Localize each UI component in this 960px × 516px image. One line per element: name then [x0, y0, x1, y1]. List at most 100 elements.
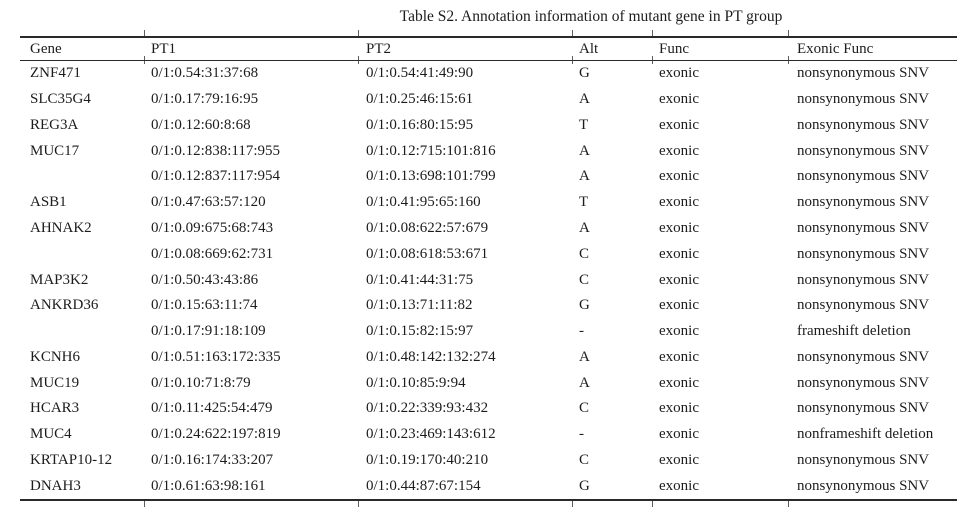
- table-header-row: Gene PT1 PT2 Alt Func Exonic Func: [20, 36, 957, 61]
- table-cell: exonic: [659, 142, 699, 159]
- column-divider-tick: [788, 30, 789, 38]
- table-row: 0/1:0.12:837:117:954 0/1:0.13:698:101:799…: [20, 164, 957, 190]
- table-cell: 0/1:0.12:837:117:954: [151, 168, 281, 185]
- table-cell: exonic: [659, 400, 699, 417]
- table-cell: 0/1:0.54:31:37:68: [151, 65, 259, 82]
- column-divider-tick: [572, 30, 573, 38]
- table-cell: exonic: [659, 426, 699, 443]
- table-cell: 0/1:0.10:85:9:94: [366, 374, 466, 391]
- table-cell: 0/1:0.16:80:15:95: [366, 116, 474, 133]
- table-cell: 0/1:0.44:87:67:154: [366, 477, 481, 494]
- table-row: SLC35G4 0/1:0.17:79:16:95 0/1:0.25:46:15:6…: [20, 87, 957, 113]
- table-cell: 0/1:0.15:63:11:74: [151, 297, 258, 314]
- table-cell: REG3A: [30, 116, 79, 133]
- table-cell: 0/1:0.09:675:68:743: [151, 219, 274, 236]
- column-header: Func: [659, 40, 689, 57]
- table-cell: 0/1:0.08:622:57:679: [366, 219, 489, 236]
- table-cell: exonic: [659, 323, 699, 340]
- table-cell: nonsynonymous SNV: [797, 245, 930, 262]
- table-cell: 0/1:0.10:71:8:79: [151, 374, 251, 391]
- table-cell: 0/1:0.48:142:132:274: [366, 348, 496, 365]
- table-cell: T: [579, 194, 589, 211]
- table-cell: exonic: [659, 451, 699, 468]
- table-cell: exonic: [659, 348, 699, 365]
- table-cell: 0/1:0.17:91:18:109: [151, 323, 266, 340]
- table-cell: T: [579, 116, 589, 133]
- table-cell: nonsynonymous SNV: [797, 374, 930, 391]
- column-divider-tick: [144, 30, 145, 38]
- table-cell: exonic: [659, 374, 699, 391]
- table-cell: ZNF471: [30, 65, 81, 82]
- table-cell: G: [579, 477, 590, 494]
- table-cell: nonsynonymous SNV: [797, 116, 930, 133]
- table-cell: ASB1: [30, 194, 67, 211]
- table-cell: nonsynonymous SNV: [797, 194, 930, 211]
- table-cell: nonsynonymous SNV: [797, 65, 930, 82]
- table-cell: -: [579, 323, 584, 340]
- table-row: MUC17 0/1:0.12:838:117:955 0/1:0.12:715:10…: [20, 138, 957, 164]
- table-row: HCAR3 0/1:0.11:425:54:479 0/1:0.22:339:93:…: [20, 396, 957, 422]
- column-divider-tick: [652, 56, 653, 64]
- table-row: MAP3K2 0/1:0.50:43:43:86 0/1:0.41:44:31:75…: [20, 267, 957, 293]
- table-cell: nonsynonymous SNV: [797, 168, 930, 185]
- table-cell: 0/1:0.41:95:65:160: [366, 194, 481, 211]
- column-header: Alt: [579, 40, 599, 57]
- table-cell: exonic: [659, 297, 699, 314]
- column-header: PT2: [366, 40, 392, 57]
- column-divider-tick: [144, 56, 145, 64]
- table-cell: nonframeshift deletion: [797, 426, 934, 443]
- table-cell: ANKRD36: [30, 297, 99, 314]
- table-cell: C: [579, 400, 590, 417]
- table-cell: DNAH3: [30, 477, 81, 494]
- table-cell: 0/1:0.22:339:93:432: [366, 400, 489, 417]
- table-cell: 0/1:0.41:44:31:75: [366, 271, 474, 288]
- table-cell: nonsynonymous SNV: [797, 400, 930, 417]
- column-header: Gene: [30, 40, 62, 57]
- table-cell: 0/1:0.08:618:53:671: [366, 245, 489, 262]
- table-cell: exonic: [659, 194, 699, 211]
- table-cell: exonic: [659, 65, 699, 82]
- table-cell: MUC17: [30, 142, 80, 159]
- table-cell: -: [579, 426, 584, 443]
- table-cell: 0/1:0.12:838:117:955: [151, 142, 281, 159]
- table-cell: nonsynonymous SNV: [797, 477, 930, 494]
- column-divider-tick: [788, 499, 789, 507]
- table-row: ZNF471 0/1:0.54:31:37:68 0/1:0.54:41:49:90…: [20, 61, 957, 87]
- table-row: ANKRD36 0/1:0.15:63:11:74 0/1:0.13:71:11:8…: [20, 293, 957, 319]
- table-row: ASB1 0/1:0.47:63:57:120 0/1:0.41:95:65:160…: [20, 190, 957, 216]
- table-cell: MUC19: [30, 374, 80, 391]
- column-divider-tick: [358, 30, 359, 38]
- table-cell: A: [579, 91, 590, 108]
- table-cell: exonic: [659, 168, 699, 185]
- table-cell: C: [579, 271, 590, 288]
- table-cell: 0/1:0.50:43:43:86: [151, 271, 259, 288]
- table-cell: 0/1:0.54:41:49:90: [366, 65, 474, 82]
- table-row: 0/1:0.17:91:18:109 0/1:0.15:82:15:97 - exon…: [20, 319, 957, 345]
- table-cell: A: [579, 219, 590, 236]
- table-cell: 0/1:0.19:170:40:210: [366, 451, 489, 468]
- table-cell: exonic: [659, 91, 699, 108]
- table-cell: 0/1:0.13:71:11:82: [366, 297, 473, 314]
- table-cell: nonsynonymous SNV: [797, 297, 930, 314]
- column-header: PT1: [151, 40, 177, 57]
- table-cell: exonic: [659, 245, 699, 262]
- table-cell: A: [579, 374, 590, 391]
- table-cell: 0/1:0.61:63:98:161: [151, 477, 266, 494]
- table-cell: 0/1:0.24:622:197:819: [151, 426, 281, 443]
- column-divider-tick: [144, 499, 145, 507]
- table-cell: 0/1:0.11:425:54:479: [151, 400, 273, 417]
- table-cell: 0/1:0.47:63:57:120: [151, 194, 266, 211]
- table-cell: KCNH6: [30, 348, 81, 365]
- table-row: KCNH6 0/1:0.51:163:172:335 0/1:0.48:142:13…: [20, 344, 957, 370]
- table-cell: nonsynonymous SNV: [797, 91, 930, 108]
- table-cell: frameshift deletion: [797, 323, 911, 340]
- table-cell: AHNAK2: [30, 219, 92, 236]
- column-divider-tick: [652, 499, 653, 507]
- table-cell: G: [579, 65, 590, 82]
- table-cell: 0/1:0.12:60:8:68: [151, 116, 251, 133]
- table-cell: A: [579, 142, 590, 159]
- column-divider-tick: [788, 56, 789, 64]
